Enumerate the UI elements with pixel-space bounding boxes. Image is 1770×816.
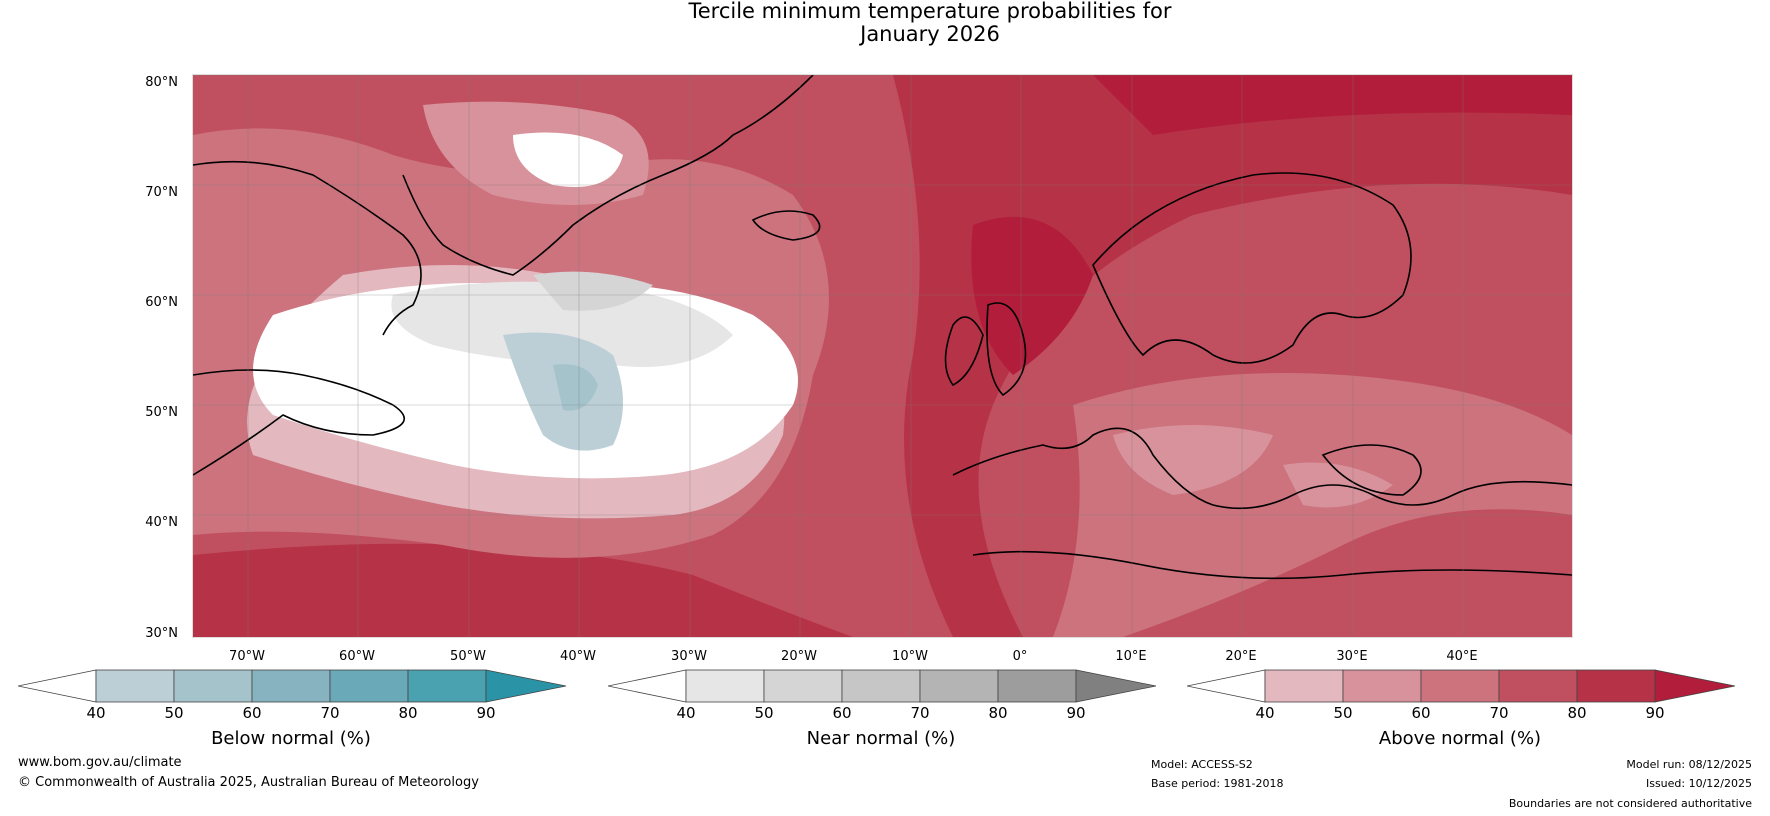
colorbar-above-bin-40-50 <box>1264 669 1344 703</box>
colorbar-near-normal: 40 50 60 70 80 90 Near normal (%) <box>607 668 1158 758</box>
colorbar-near-bin-40-50 <box>685 669 765 703</box>
lat-label-80n: 80°N <box>145 75 178 90</box>
colorbar-below-bin-80-90 <box>407 669 487 703</box>
coast-ireland <box>944 316 984 387</box>
lon-label-30e: 30°E <box>1336 649 1368 664</box>
colorbar-above-tick-80: 80 <box>1567 704 1587 722</box>
coastlines <box>193 75 1572 580</box>
title-line-2: January 2026 <box>860 22 1000 46</box>
map-region-neutral-b <box>513 132 623 187</box>
colorbar-below-bin-50-60 <box>173 669 253 703</box>
lon-label-40w: 40°W <box>560 649 596 664</box>
map-region-near-normal-50 <box>533 271 653 311</box>
map-region-below-normal-50 <box>553 364 598 411</box>
colorbar-near-tick-70: 70 <box>910 704 930 722</box>
boundaries-disclaimer: Boundaries are not considered authoritat… <box>1508 797 1752 810</box>
colorbar-below-arrow-right <box>485 669 567 703</box>
colorbar-below-bin-60-70 <box>251 669 331 703</box>
graticule <box>193 75 1572 637</box>
colorbar-above-bin-70-80 <box>1498 669 1578 703</box>
colorbar-above-normal: 40 50 60 70 80 90 Above normal (%) <box>1186 668 1737 758</box>
colorbar-near-arrow-left <box>607 669 687 703</box>
colorbar-below-bin-70-80 <box>329 669 409 703</box>
lat-label-30n: 30°N <box>145 626 178 641</box>
colorbar-near-bin-70-80 <box>919 669 999 703</box>
coast-iceland <box>751 210 821 241</box>
colorbar-below-title: Below normal (%) <box>211 728 371 749</box>
colorbar-above-tick-40: 40 <box>1255 704 1275 722</box>
colorbar-near-title: Near normal (%) <box>806 728 956 749</box>
colorbar-below-tick-60: 60 <box>242 704 262 722</box>
coast-newfoundland <box>193 369 405 476</box>
colorbar-near-bin-50-60 <box>763 669 843 703</box>
map-panel[interactable] <box>192 74 1573 638</box>
colorbar-below-tick-40: 40 <box>86 704 106 722</box>
colorbar-above-tick-60: 60 <box>1411 704 1431 722</box>
colorbar-below-tick-50: 50 <box>164 704 184 722</box>
lon-label-10w: 10°W <box>892 649 928 664</box>
lon-label-30w: 30°W <box>671 649 707 664</box>
colorbar-below-arrow-left <box>17 669 97 703</box>
lon-label-0: 0° <box>1012 649 1028 664</box>
colorbar-below-tick-70: 70 <box>320 704 340 722</box>
lat-label-50n: 50°N <box>145 405 178 420</box>
lon-label-40e: 40°E <box>1446 649 1478 664</box>
colorbar-above-arrow-right <box>1654 669 1736 703</box>
colorbar-above-tick-70: 70 <box>1489 704 1509 722</box>
probability-map <box>193 75 1572 637</box>
chart-title: Tercile minimum temperature probabilitie… <box>0 0 1770 46</box>
lon-label-70w: 70°W <box>229 649 265 664</box>
colorbar-near-tick-90: 90 <box>1066 704 1086 722</box>
colorbar-above-normal-swatches <box>1186 669 1736 703</box>
lat-label-70n: 70°N <box>145 185 178 200</box>
copyright-text: © Commonwealth of Australia 2025, Austra… <box>18 775 479 790</box>
coast-black-sea <box>1321 444 1422 496</box>
colorbar-near-bin-80-90 <box>997 669 1077 703</box>
colorbar-below-tick-80: 80 <box>398 704 418 722</box>
colorbar-above-bin-60-70 <box>1420 669 1500 703</box>
coast-scandinavia <box>1092 172 1412 364</box>
coast-greenland <box>402 75 814 276</box>
colorbar-below-bin-40-50 <box>95 669 175 703</box>
map-region-europe-50 <box>1113 425 1273 495</box>
lon-label-20w: 20°W <box>781 649 817 664</box>
colorbar-above-bin-50-60 <box>1342 669 1422 703</box>
colorbar-near-bin-60-70 <box>841 669 921 703</box>
lon-label-60w: 60°W <box>339 649 375 664</box>
base-period: Base period: 1981-2018 <box>1151 777 1284 790</box>
issued-date: Issued: 10/12/2025 <box>1645 777 1752 790</box>
website-link[interactable]: www.bom.gov.au/climate <box>18 755 182 770</box>
colorbar-below-normal: 40 50 60 70 80 90 Below normal (%) <box>17 668 568 758</box>
colorbar-near-tick-40: 40 <box>676 704 696 722</box>
coast-europe-south <box>952 427 1572 510</box>
map-region-above-90-b <box>971 216 1093 375</box>
colorbar-near-tick-60: 60 <box>832 704 852 722</box>
coast-north-africa <box>972 550 1572 580</box>
title-line-1: Tercile minimum temperature probabilitie… <box>688 0 1172 23</box>
lon-label-10e: 10°E <box>1115 649 1147 664</box>
colorbar-near-tick-50: 50 <box>754 704 774 722</box>
coast-great-britain <box>986 302 1027 397</box>
map-region-above-90 <box>1093 75 1572 135</box>
colorbar-below-tick-90: 90 <box>476 704 496 722</box>
colorbar-above-tick-90: 90 <box>1645 704 1665 722</box>
map-region-above-80 <box>893 75 1572 637</box>
model-name: Model: ACCESS-S2 <box>1151 758 1253 771</box>
colorbar-above-title: Above normal (%) <box>1378 728 1542 749</box>
model-run-date: Model run: 08/12/2025 <box>1626 758 1752 771</box>
colorbar-below-normal-swatches <box>17 669 567 703</box>
lat-label-60n: 60°N <box>145 295 178 310</box>
lon-label-50w: 50°W <box>450 649 486 664</box>
colorbar-above-arrow-left <box>1186 669 1266 703</box>
colorbar-above-tick-50: 50 <box>1333 704 1353 722</box>
colorbar-near-arrow-right <box>1075 669 1157 703</box>
map-region-near-normal-40 <box>391 281 733 367</box>
colorbar-near-normal-swatches <box>607 669 1157 703</box>
colorbar-above-bin-80-90 <box>1576 669 1656 703</box>
coast-labrador <box>193 160 422 336</box>
colorbar-near-tick-80: 80 <box>988 704 1008 722</box>
lon-label-20e: 20°E <box>1225 649 1257 664</box>
lat-label-40n: 40°N <box>145 515 178 530</box>
